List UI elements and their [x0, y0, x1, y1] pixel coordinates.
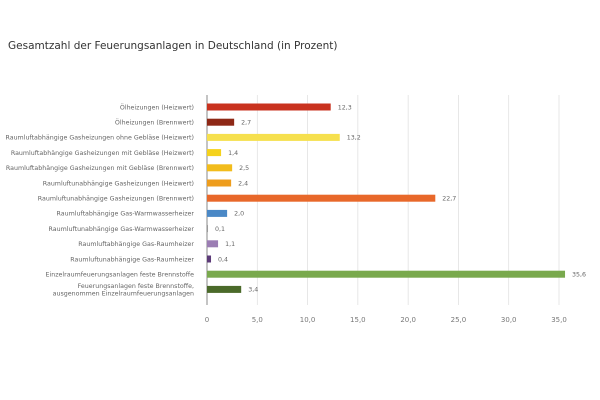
- category-label: Raumluftabhängige Gasheizungen mit Geblä…: [6, 165, 194, 172]
- x-tick-label: 35,0: [551, 316, 567, 324]
- value-label: 3,4: [248, 287, 258, 294]
- bar: [207, 194, 436, 202]
- bar: [207, 240, 219, 248]
- value-label: 12,3: [338, 104, 352, 111]
- value-label: 13,2: [347, 135, 361, 142]
- bar: [207, 118, 235, 126]
- value-label: 1,1: [225, 241, 235, 248]
- chart-title: Gesamtzahl der Feuerungsanlagen in Deuts…: [8, 40, 338, 52]
- x-tick-label: 20,0: [400, 316, 416, 324]
- bar: [207, 255, 212, 263]
- bar: [207, 179, 232, 187]
- bar: [207, 103, 331, 111]
- category-label: Raumluftunabhängige Gasheizungen (Brennw…: [38, 196, 194, 203]
- x-tick-label: 5,0: [252, 316, 263, 324]
- x-tick-label: 25,0: [451, 316, 467, 324]
- category-label: Raumluftunabhängige Gas-Warmwasserheizer: [49, 226, 195, 233]
- bar: [207, 285, 242, 293]
- category-label: ausgenommen Einzelraumfeuerungsanlagen: [53, 291, 194, 298]
- category-label: Ölheizungen (Brennwert): [115, 118, 194, 127]
- category-label: Raumluftunabhängige Gas-Raumheizer: [70, 256, 194, 263]
- category-label: Ölheizungen (Heizwert): [120, 102, 194, 111]
- category-label: Raumluftabhängige Gasheizungen mit Geblä…: [11, 150, 194, 157]
- bar: [207, 164, 233, 172]
- category-label: Raumluftabhängige Gas-Warmwasserheizer: [57, 211, 195, 218]
- bar: [207, 225, 209, 233]
- value-label: 35,6: [572, 272, 586, 279]
- bar: [207, 209, 228, 217]
- value-label: 2,5: [239, 165, 249, 172]
- x-tick-label: 10,0: [300, 316, 316, 324]
- value-label: 2,7: [241, 120, 251, 127]
- category-label: Raumluftabhängige Gasheizungen ohne Gebl…: [5, 135, 194, 142]
- category-label: Feuerungsanlagen feste Brennstoffe,: [78, 283, 194, 290]
- x-tick-label: 30,0: [501, 316, 517, 324]
- value-label: 2,4: [238, 180, 248, 187]
- value-label: 1,4: [228, 150, 238, 157]
- value-label: 2,0: [234, 211, 244, 218]
- value-label: 0,4: [218, 256, 228, 263]
- bar: [207, 133, 340, 141]
- category-label: Raumluftunabhängige Gasheizungen (Heizwe…: [43, 180, 194, 187]
- x-tick-label: 0: [205, 316, 209, 324]
- bar: [207, 270, 566, 278]
- bar: [207, 149, 222, 157]
- value-label: 22,7: [442, 196, 456, 203]
- category-label: Raumluftabhängige Gas-Raumheizer: [78, 241, 194, 248]
- x-tick-label: 15,0: [350, 316, 366, 324]
- category-label: Einzelraumfeuerungsanlagen feste Brennst…: [45, 272, 194, 279]
- value-label: 0,1: [215, 226, 225, 233]
